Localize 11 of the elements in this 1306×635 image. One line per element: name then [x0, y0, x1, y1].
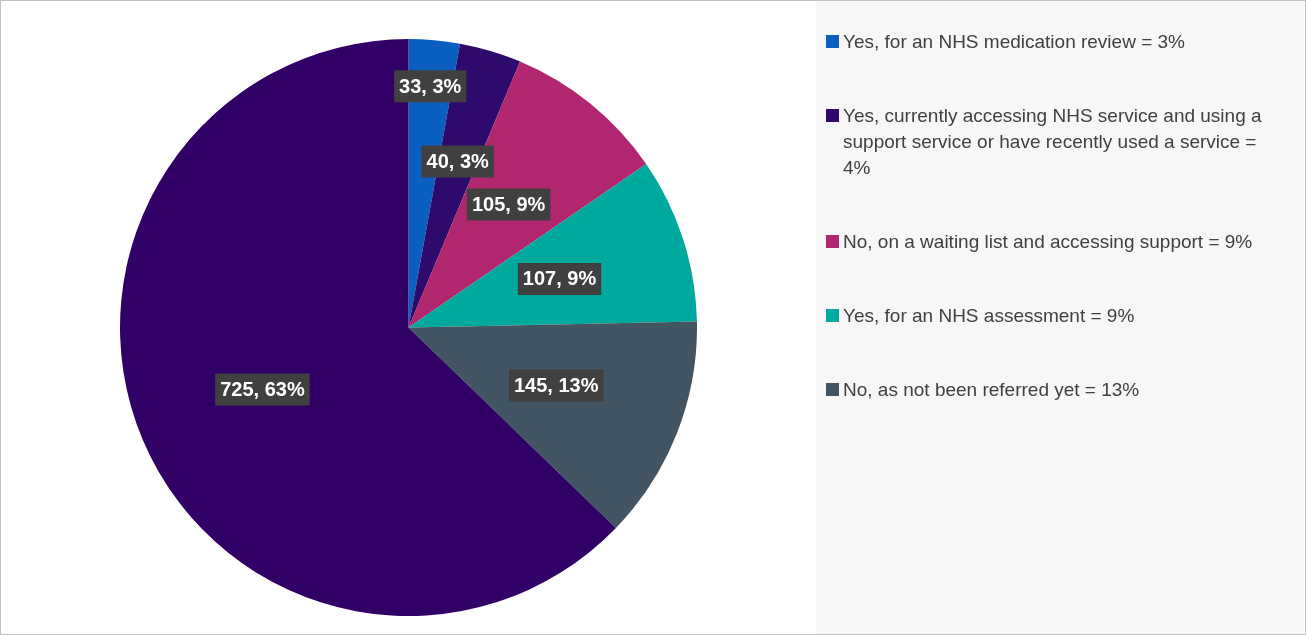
data-label: 725, 63% — [220, 377, 305, 400]
data-label: 107, 9% — [522, 267, 597, 290]
data-label: 105, 9% — [471, 192, 546, 215]
data-label: 33, 3% — [399, 74, 462, 97]
legend-label: Yes, for an NHS assessment = 9% — [843, 304, 1135, 328]
data-label: 145, 13% — [513, 373, 599, 396]
legend-label: No, on a waiting list and accessing support = 9% — [843, 230, 1253, 254]
data-label: 40, 3% — [426, 150, 490, 173]
legend-label: Yes, for an NHS medication review = 3% — [843, 30, 1185, 54]
legend-label: No, as not been referred yet = 13% — [843, 378, 1140, 402]
legend-label: Yes, currently accessing NHS service and using a support service or have recently used a service = 4% — [843, 104, 1263, 180]
